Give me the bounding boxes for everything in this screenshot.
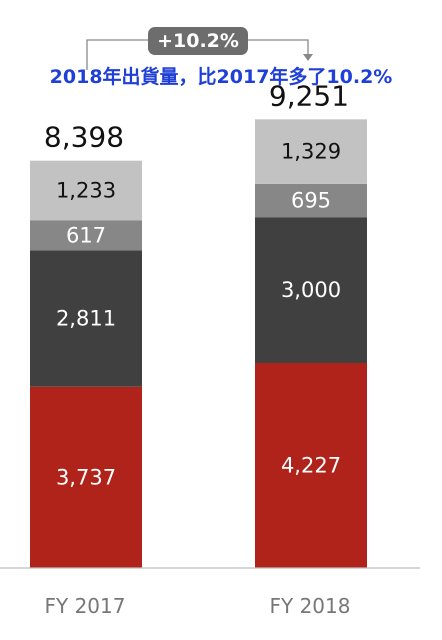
category-label: FY 2018	[270, 594, 351, 618]
bar-segment	[30, 386, 142, 568]
growth-connector: +10.2%	[86, 27, 313, 70]
bar-segments	[30, 119, 367, 568]
category-label: FY 2017	[45, 594, 126, 618]
segment-value-label: 1,329	[281, 140, 341, 164]
segment-value-label: 2,811	[56, 307, 116, 331]
bar-segment	[255, 119, 367, 184]
bar-segment	[255, 217, 367, 363]
bar-total-labels: 8,398 9,251	[44, 79, 349, 153]
bar-segment	[255, 183, 367, 218]
segment-value-label: 3,737	[56, 465, 116, 489]
growth-label: +10.2%	[157, 30, 239, 52]
growth-badge	[148, 27, 248, 55]
annotation-text: 2018年出貨量，比2017年多了10.2%	[50, 65, 393, 88]
bar-segment	[30, 250, 142, 387]
segment-value-label: 4,227	[281, 453, 341, 477]
bar-segment	[255, 362, 367, 568]
category-labels: FY 2017 FY 2018	[45, 594, 351, 618]
bar-segment	[30, 160, 142, 221]
segment-value-labels: 3,737 2,811 617 1,233 4,227 3,000 695 1,329	[56, 140, 341, 490]
bar-total-label: 9,251	[269, 79, 349, 112]
segment-value-label: 1,233	[56, 179, 116, 203]
growth-arrow-head-icon	[303, 54, 313, 61]
bar-segment	[30, 220, 142, 251]
segment-value-label: 3,000	[281, 278, 341, 302]
bar-total-label: 8,398	[44, 121, 124, 154]
segment-value-label: 617	[66, 223, 106, 247]
segment-value-label: 695	[291, 189, 331, 213]
